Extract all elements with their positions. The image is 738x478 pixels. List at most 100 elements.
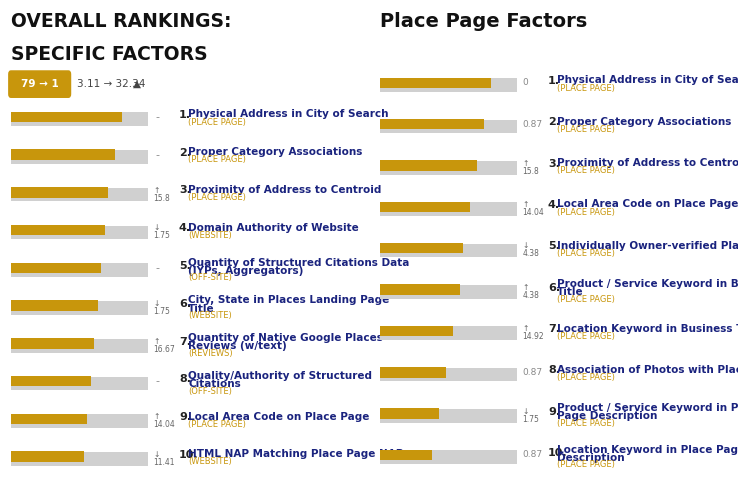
Text: City, State in Places Landing Page: City, State in Places Landing Page — [188, 295, 390, 305]
Bar — [380, 326, 453, 336]
Text: (PLACE PAGE): (PLACE PAGE) — [557, 207, 615, 217]
Text: 4.: 4. — [179, 223, 191, 233]
Text: ↓: ↓ — [154, 223, 159, 232]
Bar — [11, 414, 148, 428]
Bar — [11, 301, 98, 311]
Text: Description: Description — [557, 453, 625, 463]
Text: ↑: ↑ — [523, 282, 528, 292]
Text: Proximity of Address to Centroid: Proximity of Address to Centroid — [188, 185, 382, 195]
Text: 10.: 10. — [548, 448, 568, 458]
Text: 1.75: 1.75 — [154, 307, 170, 316]
Text: 14.04: 14.04 — [523, 208, 544, 217]
Text: Individually Owner-verified Place Page: Individually Owner-verified Place Page — [557, 241, 738, 251]
Bar — [380, 78, 517, 92]
Text: 0: 0 — [523, 78, 528, 87]
Bar — [380, 120, 517, 133]
Text: (PLACE PAGE): (PLACE PAGE) — [557, 460, 615, 469]
Text: Product / Service Keyword in Business: Product / Service Keyword in Business — [557, 279, 738, 289]
Bar — [11, 301, 148, 315]
Text: Quality/Authority of Structured: Quality/Authority of Structured — [188, 371, 372, 381]
Text: Proper Category Associations: Proper Category Associations — [557, 117, 731, 127]
Text: 0.87: 0.87 — [523, 450, 542, 459]
Bar — [11, 149, 115, 160]
Text: (PLACE PAGE): (PLACE PAGE) — [188, 193, 246, 202]
Text: ↑: ↑ — [154, 412, 159, 421]
Text: (PLACE PAGE): (PLACE PAGE) — [557, 125, 615, 134]
Text: (PLACE PAGE): (PLACE PAGE) — [557, 419, 615, 428]
Text: Proximity of Address to Centroid: Proximity of Address to Centroid — [557, 158, 738, 168]
Text: Citations: Citations — [188, 379, 241, 389]
Text: Title: Title — [188, 304, 215, 314]
Text: ↑: ↑ — [523, 159, 528, 168]
Text: (WEBSITE): (WEBSITE) — [188, 311, 232, 320]
Text: 14.04: 14.04 — [154, 420, 175, 429]
Text: -: - — [155, 376, 159, 386]
Text: Product / Service Keyword in Place: Product / Service Keyword in Place — [557, 403, 738, 413]
Bar — [11, 377, 148, 390]
Text: 3.: 3. — [548, 159, 560, 169]
Text: 1.75: 1.75 — [523, 415, 539, 424]
Text: HTML NAP Matching Place Page NAP: HTML NAP Matching Place Page NAP — [188, 449, 404, 459]
Bar — [380, 77, 492, 88]
Text: 10.: 10. — [179, 450, 199, 460]
Text: (REVIEWS): (REVIEWS) — [188, 349, 232, 358]
Text: 5.: 5. — [548, 241, 560, 251]
Bar — [11, 225, 105, 236]
Bar — [11, 338, 94, 348]
Text: 16.67: 16.67 — [154, 345, 175, 354]
Text: 2.: 2. — [548, 117, 560, 127]
Bar — [380, 161, 517, 174]
Text: ↑: ↑ — [523, 324, 528, 333]
Text: ▲: ▲ — [133, 79, 141, 89]
Text: Local Area Code on Place Page: Local Area Code on Place Page — [557, 199, 738, 209]
Text: 9.: 9. — [179, 412, 191, 422]
Text: Page Description: Page Description — [557, 412, 658, 422]
Text: Location Keyword in Place Page: Location Keyword in Place Page — [557, 445, 738, 455]
Text: OVERALL RANKINGS:: OVERALL RANKINGS: — [11, 12, 232, 31]
Bar — [11, 451, 84, 462]
Text: 14.92: 14.92 — [523, 332, 544, 341]
Bar — [380, 368, 517, 381]
Bar — [380, 243, 463, 253]
Bar — [11, 188, 148, 202]
Text: 8.: 8. — [179, 374, 191, 384]
Text: 3.11 → 32.34: 3.11 → 32.34 — [77, 79, 146, 89]
Text: 6.: 6. — [179, 299, 191, 309]
Text: ↓: ↓ — [523, 241, 528, 250]
FancyBboxPatch shape — [8, 70, 71, 98]
Bar — [380, 408, 439, 419]
Text: ↑: ↑ — [523, 200, 528, 209]
Text: (OFF-SITE): (OFF-SITE) — [188, 387, 232, 396]
Text: Local Area Code on Place Page: Local Area Code on Place Page — [188, 412, 370, 422]
Bar — [380, 285, 517, 299]
Bar — [380, 284, 460, 295]
Text: (OFF-SITE): (OFF-SITE) — [188, 273, 232, 282]
Text: -: - — [155, 150, 159, 160]
Bar — [380, 202, 517, 216]
Bar — [11, 376, 91, 386]
Text: (IYPs, Aggregators): (IYPs, Aggregators) — [188, 266, 303, 276]
Bar — [380, 450, 517, 464]
Text: (PLACE PAGE): (PLACE PAGE) — [557, 295, 615, 304]
Text: 4.38: 4.38 — [523, 250, 539, 259]
Bar — [380, 119, 484, 130]
Text: 3.: 3. — [179, 185, 191, 196]
Text: 79 → 1: 79 → 1 — [21, 79, 58, 89]
Text: 7.: 7. — [548, 324, 560, 334]
Text: (PLACE PAGE): (PLACE PAGE) — [557, 332, 615, 341]
Text: Quantity of Structured Citations Data: Quantity of Structured Citations Data — [188, 258, 410, 268]
Text: Physical Address in City of Search: Physical Address in City of Search — [188, 109, 389, 120]
Bar — [11, 226, 148, 239]
Text: 5.: 5. — [179, 261, 191, 271]
Text: 0.87: 0.87 — [523, 120, 542, 129]
Text: 4.: 4. — [548, 200, 560, 210]
Text: 1.: 1. — [179, 110, 191, 120]
Text: (PLACE PAGE): (PLACE PAGE) — [557, 249, 615, 258]
Text: Quantity of Native Google Places: Quantity of Native Google Places — [188, 333, 383, 343]
Text: ↑: ↑ — [154, 337, 159, 346]
Text: -: - — [155, 112, 159, 122]
Text: (PLACE PAGE): (PLACE PAGE) — [188, 420, 246, 429]
Text: (PLACE PAGE): (PLACE PAGE) — [557, 84, 615, 93]
Bar — [11, 112, 148, 126]
Text: Place Page Factors: Place Page Factors — [380, 12, 587, 31]
